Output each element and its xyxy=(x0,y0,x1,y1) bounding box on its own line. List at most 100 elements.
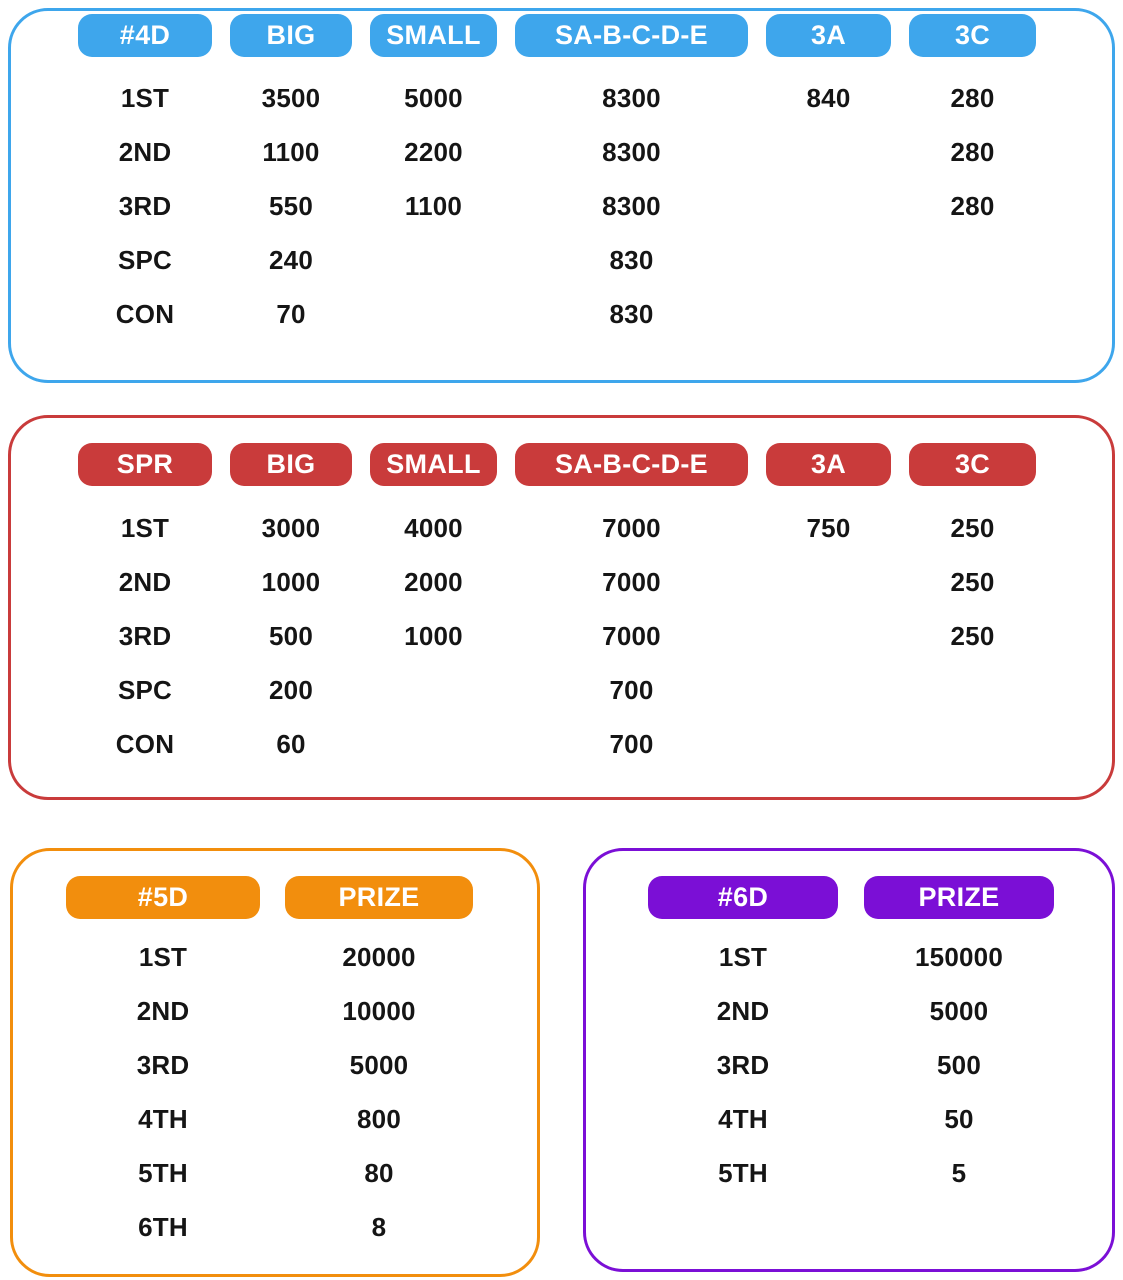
row-label: CON xyxy=(115,298,175,329)
small-value: 1000 xyxy=(404,620,463,651)
3a-column-header: 3A xyxy=(766,14,891,57)
table-row: SPC 200 700 xyxy=(11,663,1112,717)
prize-value: 8 xyxy=(371,1211,387,1242)
table-row: 3RD 550 1100 8300 280 xyxy=(11,179,1112,233)
table-row: 3RD 500 1000 7000 250 xyxy=(11,609,1112,663)
small-value: 5000 xyxy=(404,82,463,113)
prize-column-header: PRIZE xyxy=(864,876,1054,919)
6d-header-row: #6D PRIZE xyxy=(586,876,1112,919)
table-row: 1ST 3500 5000 8300 840 280 xyxy=(11,71,1112,125)
big-value: 70 xyxy=(276,298,306,329)
row-label: 4TH xyxy=(138,1103,188,1134)
big-column-header: BIG xyxy=(230,443,352,486)
prize-value: 50 xyxy=(944,1103,974,1134)
row-label: 3RD xyxy=(136,1049,190,1080)
table-row: 5TH 80 xyxy=(13,1146,537,1200)
6d-table-body: 1ST 150000 2ND 5000 3RD 500 4TH 50 5TH 5 xyxy=(586,930,1112,1200)
row-label: 3RD xyxy=(118,620,172,651)
sabcde-value: 830 xyxy=(609,298,654,329)
table-row: 1ST 150000 xyxy=(586,930,1112,984)
spr-prize-card: SPR BIG SMALL SA-B-C-D-E 3A 3C 1ST 3000 … xyxy=(8,415,1115,800)
table-row: CON 70 830 xyxy=(11,287,1112,341)
table-row: 5TH 5 xyxy=(586,1146,1112,1200)
sabcde-value: 830 xyxy=(609,244,654,275)
small-column-header: SMALL xyxy=(370,443,497,486)
row-label: 1ST xyxy=(120,512,170,543)
row-label: 1ST xyxy=(138,941,188,972)
sabcde-value: 7000 xyxy=(602,620,661,651)
sabcde-value: 8300 xyxy=(602,190,661,221)
3a-value: 840 xyxy=(806,82,851,113)
row-label: 2ND xyxy=(136,995,190,1026)
sabcde-value: 8300 xyxy=(602,82,661,113)
small-value: 2000 xyxy=(404,566,463,597)
row-label: 4TH xyxy=(718,1103,768,1134)
table-row: 2ND 1100 2200 8300 280 xyxy=(11,125,1112,179)
prize-value: 800 xyxy=(357,1103,401,1134)
row-label: 2ND xyxy=(118,136,172,167)
table-row: 2ND 1000 2000 7000 250 xyxy=(11,555,1112,609)
spr-table-body: 1ST 3000 4000 7000 750 250 2ND 1000 2000… xyxy=(11,501,1112,771)
table-row: 3RD 5000 xyxy=(13,1038,537,1092)
table-row: 2ND 5000 xyxy=(586,984,1112,1038)
sabcde-value: 700 xyxy=(609,674,654,705)
table-row: 1ST 20000 xyxy=(13,930,537,984)
5d-header-row: #5D PRIZE xyxy=(13,876,537,919)
small-value: 4000 xyxy=(404,512,463,543)
row-label: 6TH xyxy=(138,1211,188,1242)
sabcde-value: 7000 xyxy=(602,566,661,597)
4d-header-row: #4D BIG SMALL SA-B-C-D-E 3A 3C xyxy=(11,14,1112,57)
big-value: 200 xyxy=(269,674,313,705)
spr-header-row: SPR BIG SMALL SA-B-C-D-E 3A 3C xyxy=(11,443,1112,486)
3c-value: 280 xyxy=(950,82,995,113)
table-row: 4TH 800 xyxy=(13,1092,537,1146)
row-label: 3RD xyxy=(118,190,172,221)
row-label: SPC xyxy=(117,244,173,275)
row-label: 5TH xyxy=(138,1157,188,1188)
row-label: 1ST xyxy=(718,941,768,972)
table-row: 4TH 50 xyxy=(586,1092,1112,1146)
3c-value: 280 xyxy=(950,190,995,221)
4d-column-header: #4D xyxy=(78,14,212,57)
big-value: 240 xyxy=(269,244,313,275)
table-row: 3RD 500 xyxy=(586,1038,1112,1092)
3c-value: 250 xyxy=(950,620,995,651)
small-value: 2200 xyxy=(404,136,463,167)
prize-value: 500 xyxy=(937,1049,981,1080)
row-label: 1ST xyxy=(120,82,170,113)
sabcde-value: 8300 xyxy=(602,136,661,167)
big-column-header: BIG xyxy=(230,14,352,57)
prize-column-header: PRIZE xyxy=(285,876,473,919)
small-value: 1100 xyxy=(404,190,463,221)
5d-prize-card: #5D PRIZE 1ST 20000 2ND 10000 3RD 5000 4… xyxy=(10,848,540,1277)
3a-value: 750 xyxy=(806,512,851,543)
row-label: CON xyxy=(115,728,175,759)
prize-value: 150000 xyxy=(915,941,1003,972)
big-value: 3500 xyxy=(261,82,321,113)
big-value: 500 xyxy=(269,620,313,651)
row-label: 3RD xyxy=(716,1049,770,1080)
prize-value: 5000 xyxy=(349,1049,409,1080)
3c-column-header: 3C xyxy=(909,14,1036,57)
table-row: 6TH 8 xyxy=(13,1200,537,1254)
sabcde-column-header: SA-B-C-D-E xyxy=(515,14,748,57)
big-value: 3000 xyxy=(261,512,321,543)
prize-value: 10000 xyxy=(342,995,416,1026)
3c-value: 280 xyxy=(950,136,995,167)
big-value: 60 xyxy=(276,728,306,759)
row-label: 2ND xyxy=(716,995,770,1026)
small-column-header: SMALL xyxy=(370,14,497,57)
3a-column-header: 3A xyxy=(766,443,891,486)
3c-value: 250 xyxy=(950,512,995,543)
prize-value: 80 xyxy=(364,1157,394,1188)
prize-value: 5000 xyxy=(929,995,989,1026)
big-value: 1100 xyxy=(262,136,320,167)
5d-column-header: #5D xyxy=(66,876,260,919)
big-value: 1000 xyxy=(261,566,321,597)
spr-column-header: SPR xyxy=(78,443,212,486)
table-row: CON 60 700 xyxy=(11,717,1112,771)
4d-table-body: 1ST 3500 5000 8300 840 280 2ND 1100 2200… xyxy=(11,71,1112,341)
big-value: 550 xyxy=(269,190,313,221)
prize-value: 5 xyxy=(951,1157,967,1188)
5d-table-body: 1ST 20000 2ND 10000 3RD 5000 4TH 800 5TH… xyxy=(13,930,537,1254)
